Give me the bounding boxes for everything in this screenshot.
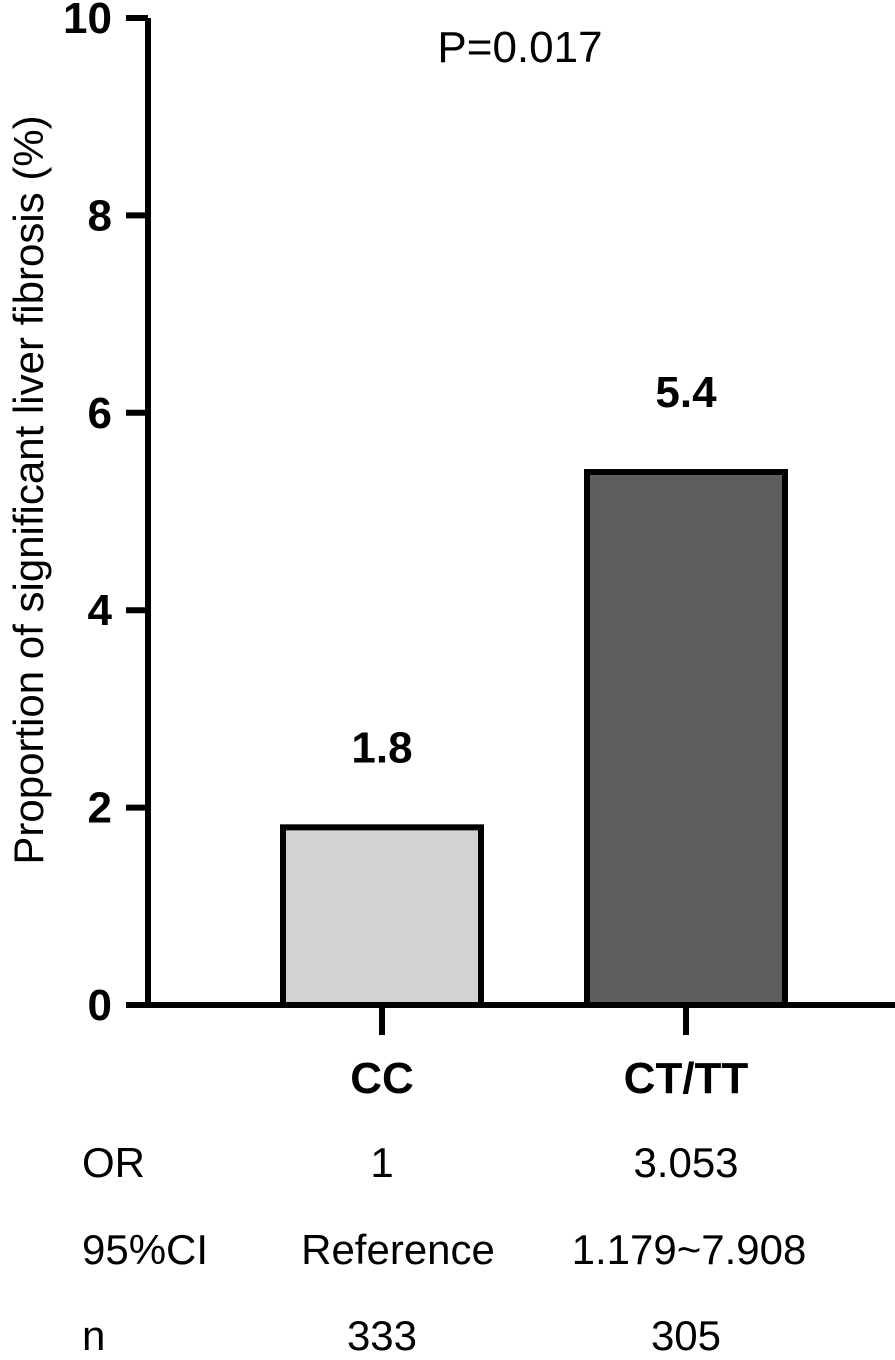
bar [584, 469, 788, 1008]
p-value-annotation: P=0.017 [437, 23, 602, 72]
stats-cell: 305 [651, 1312, 721, 1359]
y-tick-label: 2 [88, 784, 112, 833]
stats-cell: 333 [347, 1312, 417, 1359]
y-tick-label: 10 [63, 0, 112, 43]
stats-cell: Reference [301, 1226, 495, 1273]
stats-cell: 1.179~7.908 [572, 1226, 807, 1273]
bar-value-label: 1.8 [351, 723, 412, 772]
y-tick-label: 0 [88, 981, 112, 1030]
x-ticks: CC CT/TT [350, 1005, 748, 1103]
stats-row-label: n [82, 1312, 105, 1359]
stats-row-label: 95%CI [82, 1226, 208, 1273]
stats-table: OR 1 3.053 95%CI Reference 1.179~7.908 n… [82, 1139, 806, 1359]
y-ticks: 0 2 4 6 8 10 [63, 0, 148, 1030]
stats-cell: 3.053 [633, 1139, 738, 1186]
y-tick-label: 8 [88, 191, 112, 240]
bars: 1.8 5.4 [280, 368, 788, 1009]
x-tick-label: CT/TT [624, 1054, 749, 1103]
y-tick-label: 6 [88, 389, 112, 438]
y-axis-label: Proportion of significant liver fibrosis… [5, 115, 52, 864]
bar-value-label: 5.4 [655, 368, 717, 417]
y-tick-label: 4 [88, 586, 113, 635]
x-tick-label: CC [350, 1054, 414, 1103]
bar [280, 824, 484, 1009]
stats-row-label: OR [82, 1139, 145, 1186]
stats-cell: 1 [370, 1139, 393, 1186]
